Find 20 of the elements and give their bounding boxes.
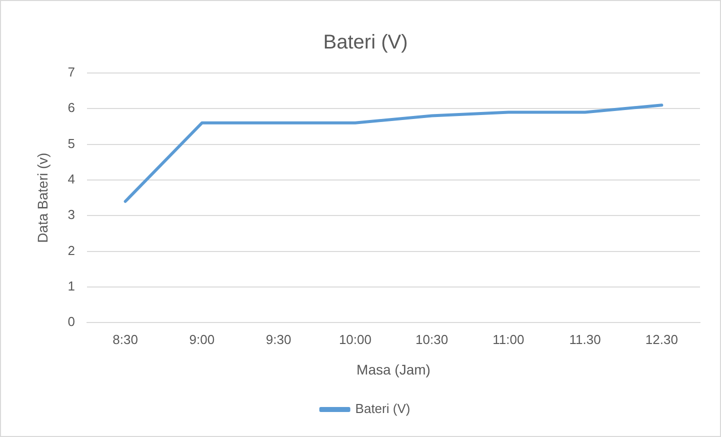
- y-tick-label: 2: [68, 242, 76, 258]
- y-tick-label: 7: [68, 64, 76, 80]
- y-tick-label: 0: [68, 314, 76, 330]
- legend-label: Bateri (V): [355, 401, 410, 416]
- x-tick-label: 10:00: [338, 332, 372, 347]
- x-tick-label: 10:30: [416, 332, 448, 347]
- y-tick-label: 6: [68, 100, 76, 116]
- x-tick-label: 11.30: [569, 332, 601, 347]
- y-tick-label: 1: [68, 278, 76, 294]
- y-tick-label: 5: [68, 136, 76, 151]
- x-tick-label: 9:30: [266, 332, 292, 347]
- y-tick-label: 3: [68, 207, 76, 222]
- x-tick-label: 11:00: [492, 332, 524, 347]
- x-tick-label: 12.30: [645, 332, 678, 347]
- y-tick-label: 4: [68, 172, 76, 187]
- x-axis-title: Masa (Jam): [356, 361, 430, 378]
- x-tick-label: 8:30: [112, 332, 138, 347]
- y-axis-title: Data Bateri (v): [34, 152, 50, 243]
- chart-title: Bateri (V): [323, 32, 408, 54]
- x-tick-label: 9:00: [189, 332, 215, 347]
